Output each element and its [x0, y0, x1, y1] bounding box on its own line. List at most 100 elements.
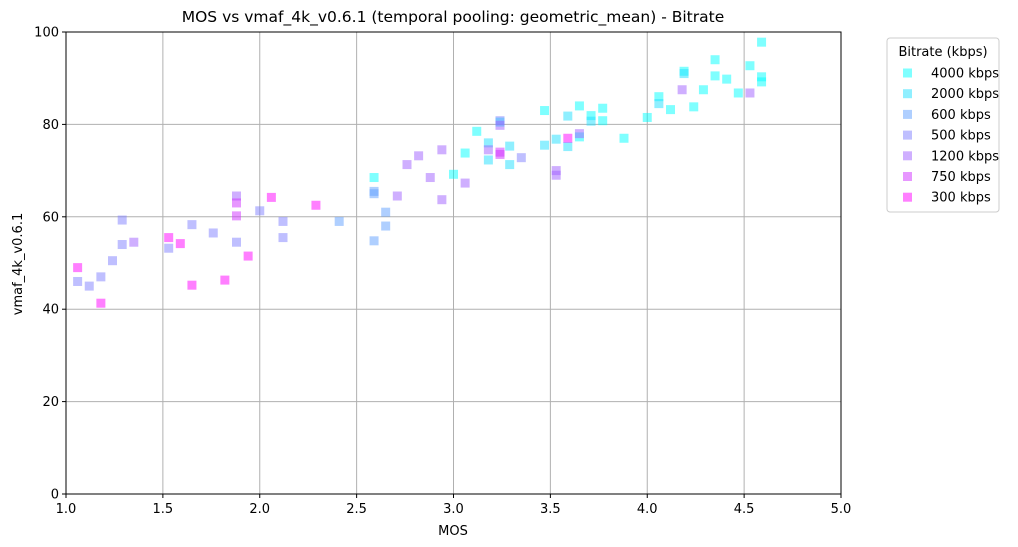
- data-point: [311, 200, 321, 210]
- legend-marker: [903, 192, 912, 202]
- legend: Bitrate (kbps) 4000 kbps 2000 kbps 600 kbp…: [886, 37, 1000, 213]
- data-point: [563, 111, 573, 121]
- data-point: [449, 169, 458, 179]
- legend-marker: [903, 151, 912, 161]
- data-point: [745, 88, 755, 98]
- data-point: [73, 263, 83, 273]
- data-point: [745, 61, 755, 71]
- data-point: [220, 275, 230, 285]
- data-point: [757, 37, 767, 47]
- data-point: [208, 228, 218, 238]
- y-tick-label: 0: [51, 488, 59, 503]
- data-point: [334, 216, 344, 226]
- data-point: [654, 92, 664, 102]
- legend-items: 4000 kbps 2000 kbps 600 kbps 500 kbps 1200 k…: [903, 67, 999, 206]
- data-point: [642, 112, 652, 122]
- data-point: [164, 243, 174, 253]
- legend-marker: [903, 68, 912, 78]
- legend-marker: [903, 130, 912, 140]
- data-point: [586, 111, 596, 121]
- data-point: [84, 281, 94, 291]
- legend-label: 2000 kbps: [931, 87, 999, 102]
- legend-marker: [903, 109, 912, 119]
- data-point: [540, 140, 550, 150]
- data-point: [757, 72, 767, 82]
- y-tick-label: 100: [34, 26, 59, 41]
- x-tick-label: 1.0: [56, 502, 77, 517]
- data-point: [243, 251, 253, 261]
- series-5: [232, 147, 505, 221]
- x-tick-label: 3.5: [540, 502, 561, 517]
- data-point: [402, 160, 412, 170]
- data-point: [679, 69, 689, 79]
- data-point: [654, 99, 664, 109]
- data-point: [129, 237, 139, 247]
- data-point: [574, 101, 584, 111]
- data-points: [73, 37, 767, 308]
- data-point: [117, 240, 127, 250]
- data-point: [495, 149, 505, 159]
- data-point: [266, 192, 276, 202]
- data-point: [483, 155, 493, 165]
- legend-marker: [903, 172, 912, 181]
- data-point: [108, 256, 117, 266]
- data-point: [563, 142, 573, 152]
- x-axis-label: MOS: [438, 524, 468, 539]
- legend-label: 300 kbps: [931, 191, 991, 206]
- data-point: [117, 215, 127, 225]
- y-tick-label: 40: [42, 303, 59, 318]
- data-point: [551, 166, 561, 176]
- data-point: [164, 233, 174, 243]
- data-point: [278, 216, 288, 226]
- series-2: [334, 186, 391, 246]
- x-tick-label: 4.0: [637, 502, 658, 517]
- data-point: [381, 207, 391, 217]
- data-point: [710, 55, 720, 65]
- data-point: [722, 74, 732, 84]
- series-1: [483, 69, 689, 170]
- data-point: [96, 272, 106, 282]
- chart-title: MOS vs vmaf_4k_v0.6.1 (temporal pooling:…: [182, 8, 725, 27]
- data-point: [540, 106, 550, 116]
- y-axis-label: vmaf_4k_v0.6.1: [11, 213, 26, 315]
- axis-ticks: 1.0 1.5 2.0 2.5 3.0 3.5 4.0 4.5 5.0 0 20 40 60 80 100: [34, 26, 851, 518]
- data-point: [551, 134, 561, 144]
- y-tick-label: 80: [42, 118, 59, 133]
- data-point: [666, 105, 675, 115]
- data-point: [232, 237, 241, 247]
- legend-frame: [886, 37, 1000, 213]
- data-point: [414, 151, 424, 161]
- data-point: [73, 276, 83, 286]
- legend-label: 600 kbps: [931, 108, 991, 123]
- data-point: [563, 133, 573, 143]
- data-point: [278, 233, 288, 243]
- data-point: [495, 120, 505, 130]
- series-6: [73, 133, 573, 308]
- series-3: [73, 116, 526, 291]
- legend-label: 750 kbps: [931, 170, 991, 185]
- data-point: [689, 102, 699, 112]
- data-point: [369, 173, 379, 183]
- data-point: [483, 145, 493, 155]
- data-point: [505, 160, 515, 170]
- data-point: [369, 189, 379, 199]
- data-point: [598, 103, 608, 113]
- x-tick-label: 4.5: [734, 502, 755, 517]
- data-point: [187, 220, 197, 230]
- data-point: [574, 129, 584, 139]
- data-point: [472, 126, 482, 136]
- data-point: [425, 173, 435, 183]
- data-point: [232, 198, 241, 208]
- data-point: [437, 195, 447, 205]
- data-point: [551, 170, 561, 180]
- data-point: [698, 85, 708, 95]
- legend-label: 1200 kbps: [931, 149, 999, 164]
- data-point: [381, 221, 391, 231]
- data-point: [677, 85, 687, 95]
- data-point: [757, 77, 767, 87]
- data-point: [733, 88, 743, 98]
- legend-marker: [903, 89, 912, 99]
- y-tick-label: 60: [42, 210, 59, 225]
- legend-title: Bitrate (kbps): [898, 45, 987, 60]
- data-point: [232, 191, 241, 201]
